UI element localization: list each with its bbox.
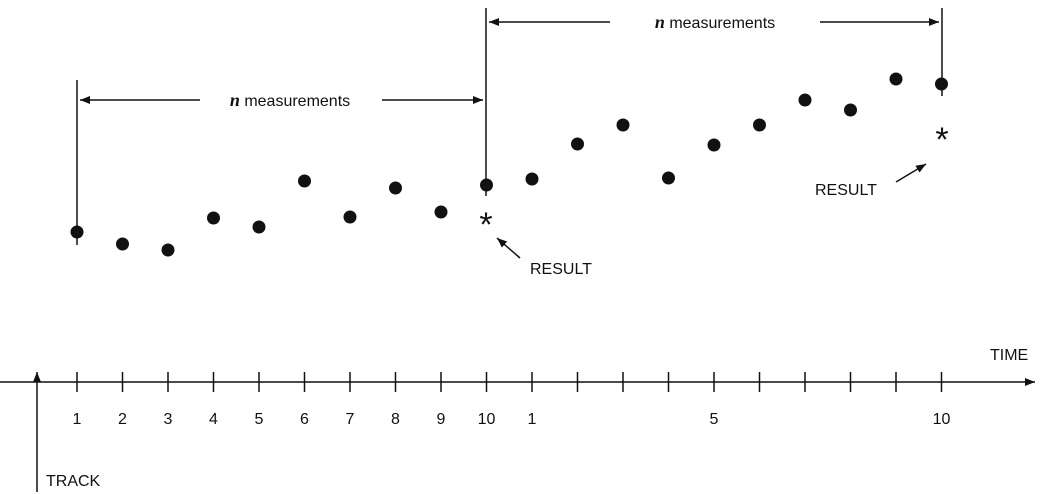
measurement-dot bbox=[798, 93, 812, 107]
measurement-dot bbox=[889, 72, 903, 86]
tick-label: 7 bbox=[346, 411, 355, 428]
tick-label: 1 bbox=[73, 411, 82, 428]
measurement-dot bbox=[434, 205, 448, 219]
arrow bbox=[895, 163, 927, 183]
tick-labels: 1 2 3 4 5 6 7 8 9 10 1 5 10 bbox=[73, 411, 951, 428]
tick-label: 8 bbox=[391, 411, 400, 428]
measurement-dot bbox=[707, 138, 721, 152]
measurement-dot bbox=[116, 237, 129, 251]
measurement-dot bbox=[298, 174, 311, 188]
asterisk: * bbox=[479, 206, 492, 244]
ticks bbox=[76, 372, 943, 392]
brackets bbox=[0, 8, 1035, 492]
measurement-dot bbox=[389, 181, 402, 195]
tick-label: 5 bbox=[710, 411, 719, 428]
track-label: TRACK bbox=[46, 473, 101, 490]
measurement-dot bbox=[207, 211, 220, 225]
tick-label: 9 bbox=[437, 411, 446, 428]
tick-label: 4 bbox=[209, 411, 218, 428]
measurement-dot bbox=[616, 118, 630, 132]
measurement-dot bbox=[252, 220, 266, 234]
measurement-label: n measurements bbox=[230, 90, 350, 110]
measurement-dot bbox=[935, 77, 948, 91]
measurement-dot bbox=[662, 171, 675, 185]
arrow bbox=[496, 237, 521, 259]
measurement-dot bbox=[571, 137, 584, 151]
asterisk: * bbox=[935, 121, 948, 159]
measurement-dot bbox=[844, 103, 857, 117]
tick-label: 6 bbox=[300, 411, 309, 428]
measurement-dot bbox=[343, 210, 357, 224]
measurement-dot bbox=[161, 243, 175, 257]
tick-label: 10 bbox=[478, 411, 496, 428]
axis-label: TIME bbox=[990, 347, 1028, 364]
tick-label: 5 bbox=[255, 411, 264, 428]
measurement-dot bbox=[525, 172, 539, 186]
result-label: RESULT bbox=[815, 182, 877, 199]
measurement-label: n measurements bbox=[655, 12, 775, 32]
measurement-dot bbox=[480, 178, 493, 192]
tick-label: 10 bbox=[933, 411, 951, 428]
result-label: RESULT bbox=[530, 261, 592, 278]
measurement-dot bbox=[70, 225, 84, 239]
tick-label: 3 bbox=[164, 411, 173, 428]
tick-label: 1 bbox=[528, 411, 537, 428]
tick-label: 2 bbox=[118, 411, 127, 428]
dots bbox=[70, 72, 948, 257]
measurement-dot bbox=[753, 118, 766, 132]
